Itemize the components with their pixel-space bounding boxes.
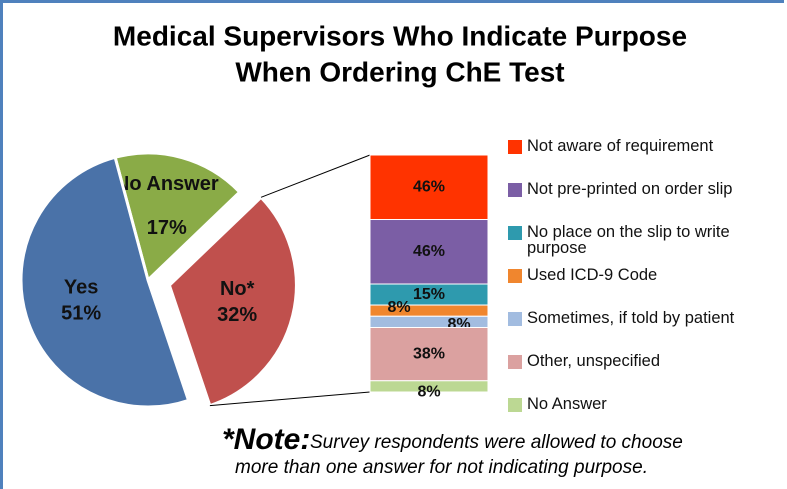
slice-label: No Answer: [115, 173, 219, 195]
legend-swatch: [508, 226, 522, 240]
legend-label: No Answer: [527, 395, 607, 413]
pie-slice: [19, 155, 191, 409]
connector: [209, 391, 371, 407]
pie-slice: [167, 195, 298, 408]
slice-label: No*: [220, 278, 255, 300]
legend-label: Used ICD-9 Code: [527, 266, 658, 284]
chart-title: When Ordering ChE Test: [235, 56, 564, 87]
bar-segment: [369, 326, 489, 382]
bar-label: 46%: [413, 178, 445, 195]
legend-label: No place on the slip to write purpose: [527, 223, 730, 257]
chart-title: Medical Supervisors Who Indicate Purpose: [113, 20, 687, 51]
slice-value: 32%: [217, 304, 257, 326]
slice-value: 51%: [61, 302, 101, 324]
bar-label: 15%: [413, 286, 445, 303]
legend-swatch: [508, 312, 522, 326]
legend-swatch: [508, 398, 522, 412]
bar-label: 8%: [387, 299, 410, 316]
legend-swatch: [508, 269, 522, 283]
slice-value: 17%: [147, 217, 187, 239]
bar-label: 46%: [413, 243, 445, 260]
legend-swatch: [508, 140, 522, 154]
bar-segment: [369, 219, 489, 285]
bar-segment: [369, 380, 489, 393]
legend-label: Not pre-printed on order slip: [527, 180, 733, 198]
connector: [260, 154, 371, 198]
note-label: *Note:: [222, 423, 310, 456]
pie-slice: [113, 151, 242, 283]
slice-label: Yes: [64, 276, 98, 298]
legend-swatch: [508, 183, 522, 197]
legend-swatch: [508, 355, 522, 369]
bar-label: 38%: [413, 345, 445, 362]
legend-label: Not aware of requirement: [527, 137, 714, 155]
bar-segment: [369, 154, 489, 221]
note-text: more than one answer for not indicating …: [235, 457, 648, 478]
bar-label: 8%: [417, 384, 440, 401]
note-text: Survey respondents were allowed to choos…: [310, 432, 683, 453]
legend-label: Sometimes, if told by patient: [527, 309, 735, 327]
legend-label: Other, unspecified: [527, 352, 660, 370]
